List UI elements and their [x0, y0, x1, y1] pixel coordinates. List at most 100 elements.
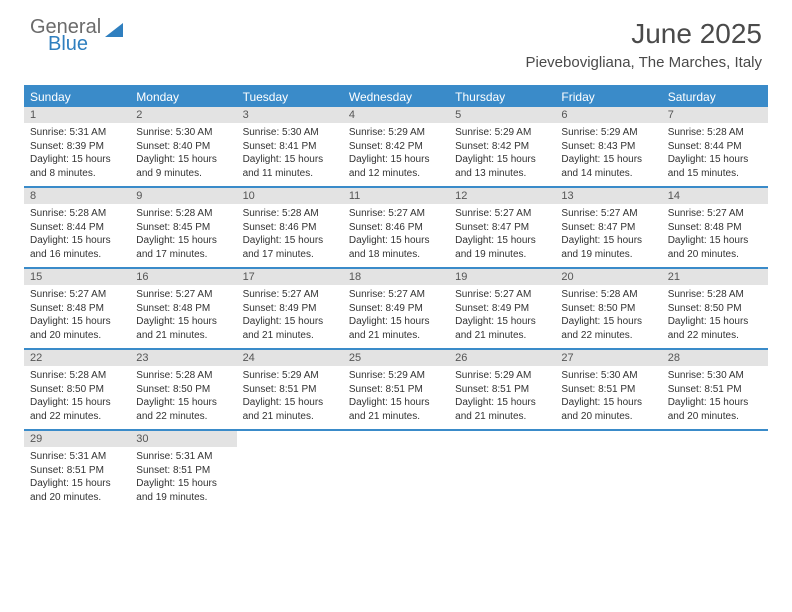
cell-line: Daylight: 15 hours — [349, 153, 443, 167]
cell-line: Daylight: 15 hours — [455, 315, 549, 329]
calendar-cell — [449, 431, 555, 510]
cell-line: Sunset: 8:43 PM — [561, 140, 655, 154]
cell-body: Sunrise: 5:28 AMSunset: 8:44 PMDaylight:… — [24, 204, 130, 267]
cell-body: Sunrise: 5:27 AMSunset: 8:47 PMDaylight:… — [449, 204, 555, 267]
cell-line: Daylight: 15 hours — [136, 153, 230, 167]
cell-line: Sunset: 8:49 PM — [243, 302, 337, 316]
day-number: 27 — [555, 350, 661, 366]
cell-line: Sunrise: 5:31 AM — [30, 126, 124, 140]
cell-line: Daylight: 15 hours — [349, 396, 443, 410]
cell-body: Sunrise: 5:27 AMSunset: 8:49 PMDaylight:… — [449, 285, 555, 348]
cell-body: Sunrise: 5:28 AMSunset: 8:50 PMDaylight:… — [24, 366, 130, 429]
calendar-week: 1Sunrise: 5:31 AMSunset: 8:39 PMDaylight… — [24, 107, 768, 188]
cell-line: Sunset: 8:50 PM — [136, 383, 230, 397]
cell-line: Sunset: 8:47 PM — [561, 221, 655, 235]
cell-body: Sunrise: 5:28 AMSunset: 8:45 PMDaylight:… — [130, 204, 236, 267]
cell-line: Sunset: 8:51 PM — [561, 383, 655, 397]
cell-line: Daylight: 15 hours — [561, 315, 655, 329]
cell-line: and 21 minutes. — [243, 329, 337, 343]
cell-line: Daylight: 15 hours — [455, 234, 549, 248]
cell-line: Sunset: 8:41 PM — [243, 140, 337, 154]
cell-line: Daylight: 15 hours — [30, 234, 124, 248]
cell-line: and 21 minutes. — [136, 329, 230, 343]
cell-line: Sunrise: 5:28 AM — [668, 288, 762, 302]
cell-body: Sunrise: 5:27 AMSunset: 8:48 PMDaylight:… — [130, 285, 236, 348]
cell-line: Daylight: 15 hours — [561, 234, 655, 248]
cell-body: Sunrise: 5:31 AMSunset: 8:39 PMDaylight:… — [24, 123, 130, 186]
calendar: Sunday Monday Tuesday Wednesday Thursday… — [24, 85, 768, 510]
cell-body — [555, 435, 661, 491]
cell-line: Sunset: 8:39 PM — [30, 140, 124, 154]
cell-line: and 17 minutes. — [243, 248, 337, 262]
cell-line: Daylight: 15 hours — [668, 396, 762, 410]
cell-line: and 13 minutes. — [455, 167, 549, 181]
calendar-cell: 16Sunrise: 5:27 AMSunset: 8:48 PMDayligh… — [130, 269, 236, 348]
cell-line: and 20 minutes. — [30, 329, 124, 343]
cell-line: Daylight: 15 hours — [349, 234, 443, 248]
calendar-cell: 15Sunrise: 5:27 AMSunset: 8:48 PMDayligh… — [24, 269, 130, 348]
cell-line: Sunrise: 5:29 AM — [349, 369, 443, 383]
cell-line: Sunrise: 5:30 AM — [561, 369, 655, 383]
cell-line: Sunrise: 5:29 AM — [349, 126, 443, 140]
calendar-cell: 1Sunrise: 5:31 AMSunset: 8:39 PMDaylight… — [24, 107, 130, 186]
calendar-cell: 11Sunrise: 5:27 AMSunset: 8:46 PMDayligh… — [343, 188, 449, 267]
cell-line: Daylight: 15 hours — [136, 234, 230, 248]
cell-body: Sunrise: 5:29 AMSunset: 8:51 PMDaylight:… — [449, 366, 555, 429]
calendar-cell: 7Sunrise: 5:28 AMSunset: 8:44 PMDaylight… — [662, 107, 768, 186]
cell-line: Sunrise: 5:30 AM — [668, 369, 762, 383]
calendar-cell — [237, 431, 343, 510]
calendar-cell: 21 Sunrise: 5:28 AMSunset: 8:50 PMDayligh… — [662, 269, 768, 348]
cell-line: Daylight: 15 hours — [455, 153, 549, 167]
day-number: 21 — [662, 269, 768, 285]
cell-line: Sunset: 8:44 PM — [30, 221, 124, 235]
cell-line: Sunset: 8:50 PM — [668, 302, 762, 316]
calendar-cell: 13Sunrise: 5:27 AMSunset: 8:47 PMDayligh… — [555, 188, 661, 267]
cell-line: and 14 minutes. — [561, 167, 655, 181]
day-header: Friday — [555, 87, 661, 107]
cell-line: Sunrise: 5:29 AM — [243, 369, 337, 383]
cell-line: Sunrise: 5:30 AM — [243, 126, 337, 140]
calendar-cell: 9Sunrise: 5:28 AMSunset: 8:45 PMDaylight… — [130, 188, 236, 267]
cell-body: Sunrise: 5:31 AMSunset: 8:51 PMDaylight:… — [130, 447, 236, 510]
calendar-cell: 12Sunrise: 5:27 AMSunset: 8:47 PMDayligh… — [449, 188, 555, 267]
location: Pievebovigliana, The Marches, Italy — [525, 54, 762, 71]
day-number: 24 — [237, 350, 343, 366]
calendar-cell: 23Sunrise: 5:28 AMSunset: 8:50 PMDayligh… — [130, 350, 236, 429]
cell-body: Sunrise: 5:27 AMSunset: 8:49 PMDaylight:… — [343, 285, 449, 348]
cell-line: Daylight: 15 hours — [668, 315, 762, 329]
cell-line: Sunrise: 5:27 AM — [349, 207, 443, 221]
cell-line: Sunset: 8:51 PM — [455, 383, 549, 397]
cell-line: Sunset: 8:46 PM — [243, 221, 337, 235]
page-title: June 2025 — [525, 18, 762, 50]
day-number: 23 — [130, 350, 236, 366]
cell-line: Daylight: 15 hours — [30, 477, 124, 491]
day-number: 15 — [24, 269, 130, 285]
cell-line: Sunset: 8:47 PM — [455, 221, 549, 235]
cell-body: Sunrise: 5:31 AMSunset: 8:51 PMDaylight:… — [24, 447, 130, 510]
day-number: 2 — [130, 107, 236, 123]
day-number: 6 — [555, 107, 661, 123]
cell-line: and 22 minutes. — [668, 329, 762, 343]
day-header: Sunday — [24, 87, 130, 107]
cell-line: and 18 minutes. — [349, 248, 443, 262]
cell-line: Sunrise: 5:29 AM — [455, 369, 549, 383]
cell-line: Sunrise: 5:27 AM — [455, 207, 549, 221]
day-number: 22 — [24, 350, 130, 366]
cell-line: Sunrise: 5:27 AM — [349, 288, 443, 302]
logo-triangle-icon — [105, 23, 123, 37]
calendar-cell: 30Sunrise: 5:31 AMSunset: 8:51 PMDayligh… — [130, 431, 236, 510]
cell-line: Sunrise: 5:27 AM — [30, 288, 124, 302]
day-number: 12 — [449, 188, 555, 204]
cell-line: Daylight: 15 hours — [668, 153, 762, 167]
cell-line: and 21 minutes. — [349, 410, 443, 424]
cell-line: Sunrise: 5:28 AM — [136, 369, 230, 383]
calendar-cell — [555, 431, 661, 510]
calendar-cell — [343, 431, 449, 510]
cell-line: and 15 minutes. — [668, 167, 762, 181]
cell-body — [237, 435, 343, 491]
cell-body: Sunrise: 5:30 AMSunset: 8:40 PMDaylight:… — [130, 123, 236, 186]
cell-line: Sunrise: 5:28 AM — [30, 369, 124, 383]
cell-line: Sunset: 8:44 PM — [668, 140, 762, 154]
cell-line: Daylight: 15 hours — [668, 234, 762, 248]
cell-line: Sunrise: 5:27 AM — [136, 288, 230, 302]
